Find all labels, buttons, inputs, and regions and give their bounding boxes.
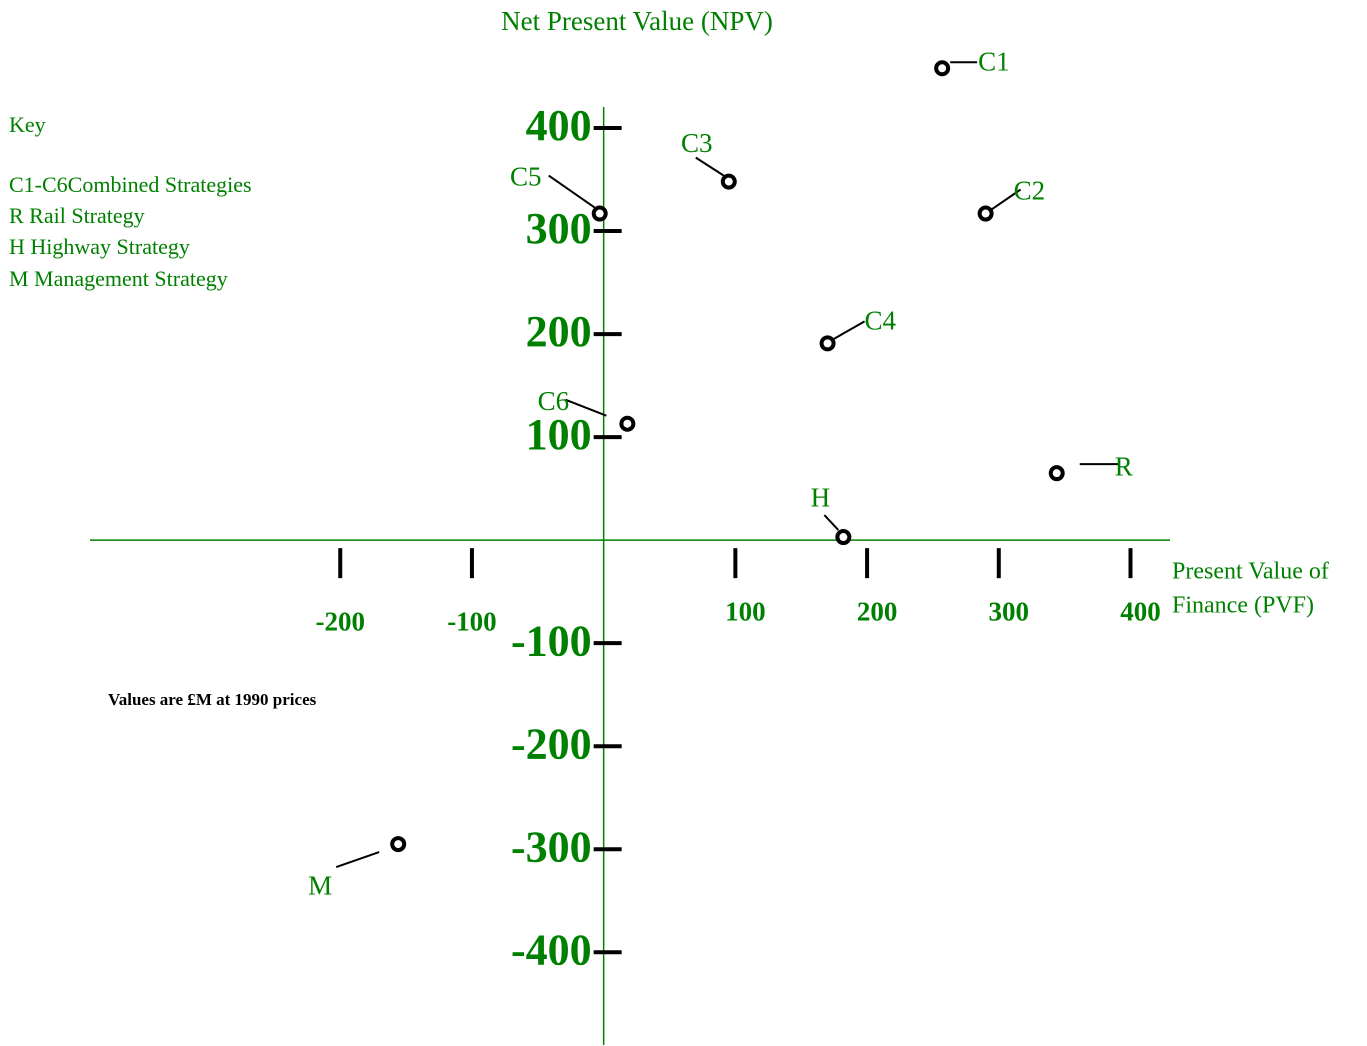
key-item: M Management Strategy	[9, 266, 228, 291]
point-label: C6	[538, 386, 570, 416]
key-item: H Highway Strategy	[9, 234, 190, 259]
x-axis-label: Present Value of	[1172, 559, 1329, 585]
y-tick-label: -200	[511, 719, 592, 768]
point	[835, 529, 852, 546]
leader-line	[823, 514, 840, 531]
key-title: Key	[9, 112, 46, 137]
y-tick-label: 400	[526, 101, 592, 150]
x-axis-label: Finance (PVF)	[1172, 593, 1314, 619]
x-tick-label: 100	[725, 596, 766, 626]
y-tick-label: 100	[526, 410, 592, 459]
y-tick-label: -100	[511, 616, 592, 665]
point	[390, 836, 407, 853]
point-label: H	[811, 482, 831, 512]
point-label: M	[308, 870, 332, 900]
leader-line	[829, 320, 866, 343]
x-tick-label: 300	[989, 596, 1030, 626]
chart-title: Net Present Value (NPV)	[501, 6, 773, 36]
key-item: C1-C6Combined Strategies	[9, 172, 252, 197]
note: Values are £M at 1990 prices	[108, 690, 317, 709]
leader-line	[548, 174, 596, 209]
point-label: C3	[681, 128, 713, 158]
y-tick-label: -300	[511, 822, 592, 871]
key-item: R Rail Strategy	[9, 203, 145, 228]
point-label: C2	[1014, 176, 1046, 206]
point	[934, 60, 951, 77]
y-tick-label: -400	[511, 925, 592, 974]
point	[591, 205, 608, 222]
point	[819, 335, 836, 352]
point-label: C5	[510, 162, 542, 192]
leader-line	[695, 156, 725, 177]
y-tick-label: 200	[526, 307, 592, 356]
point	[720, 173, 737, 190]
point	[1048, 465, 1065, 482]
point-label: R	[1115, 451, 1133, 481]
x-tick-label: 400	[1120, 596, 1161, 626]
leader-line	[565, 398, 607, 417]
x-tick-label: 200	[857, 596, 898, 626]
leader-line	[335, 851, 380, 869]
point-label: C1	[978, 46, 1010, 76]
x-tick-label: -200	[315, 606, 365, 636]
point	[619, 415, 636, 432]
point-label: C4	[865, 306, 897, 336]
x-tick-label: -100	[447, 606, 497, 636]
y-tick-label: 300	[526, 204, 592, 253]
point	[977, 205, 994, 222]
